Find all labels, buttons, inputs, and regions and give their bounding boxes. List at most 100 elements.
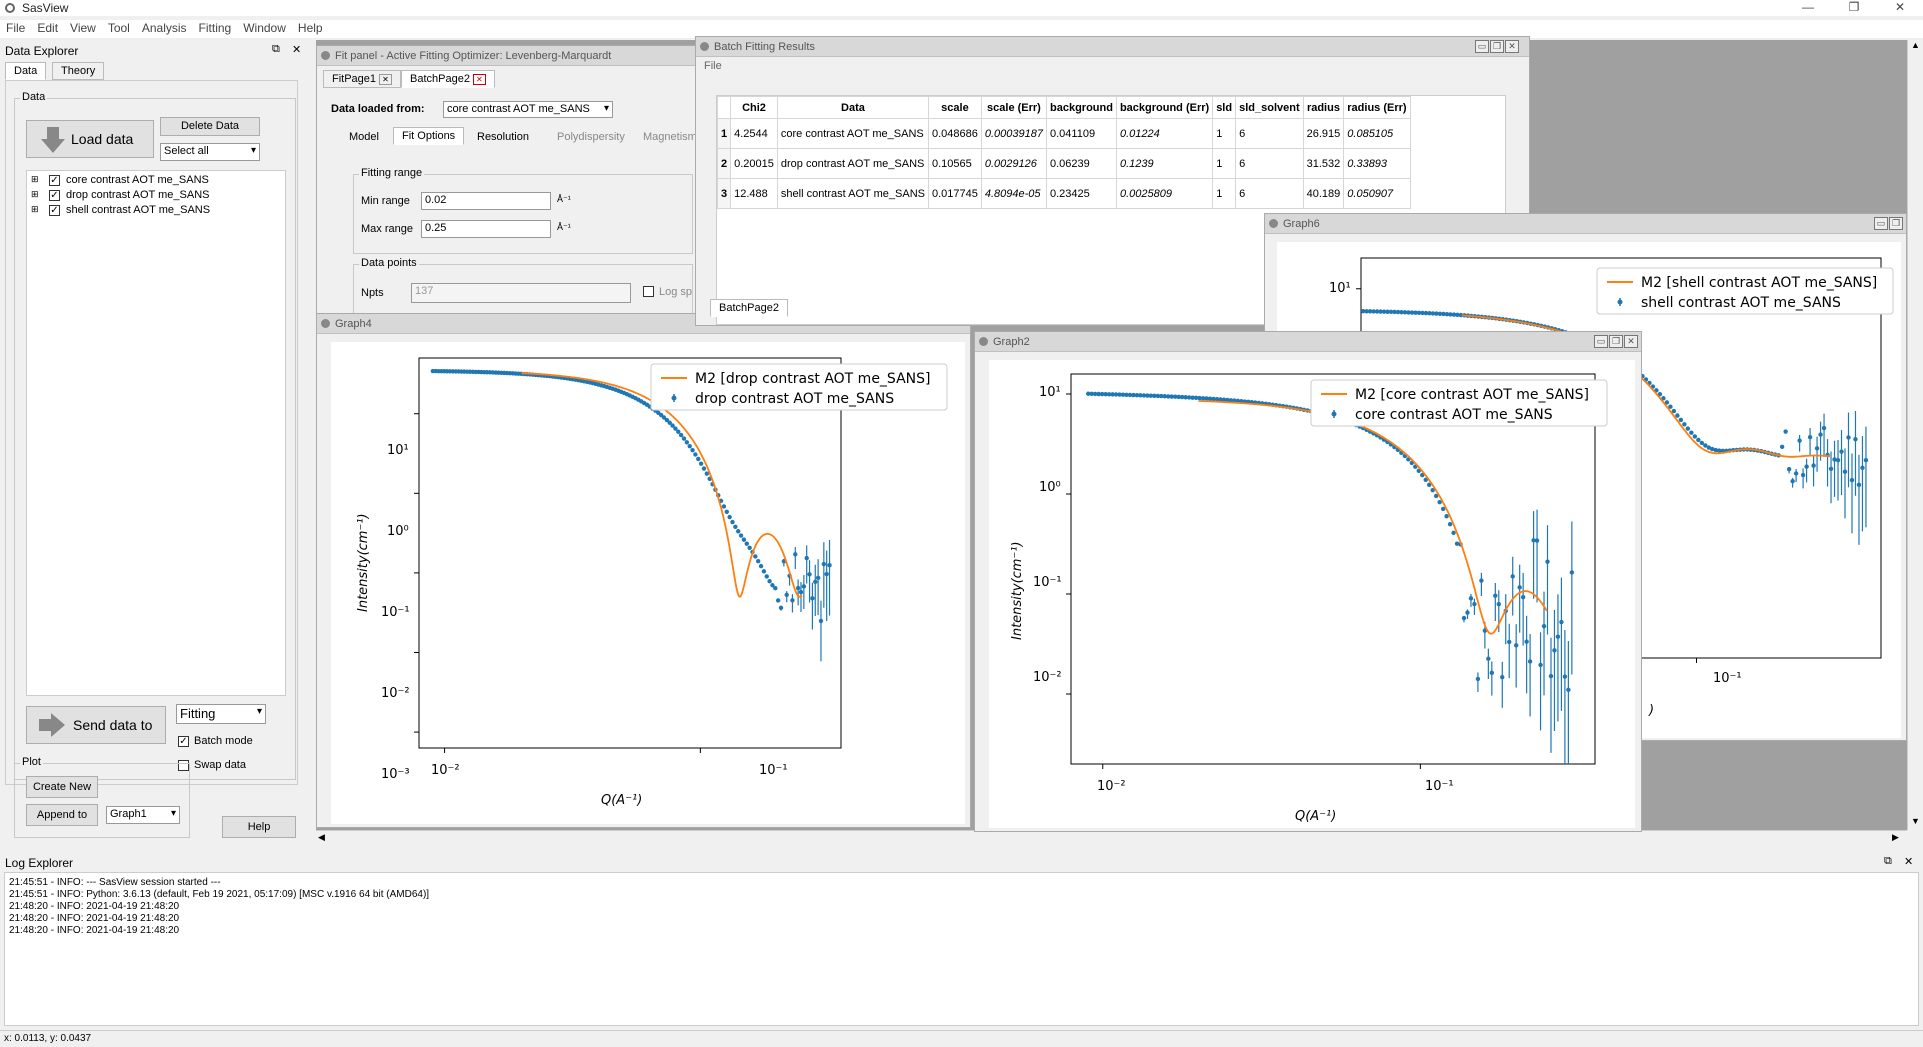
table-cell[interactable]: 0.33893 bbox=[1343, 148, 1411, 179]
menu-edit[interactable]: Edit bbox=[37, 21, 59, 35]
load-data-button[interactable]: Load data bbox=[26, 120, 154, 158]
table-row[interactable]: 1 4.2544 core contrast AOT me_SANS 0.048686… bbox=[716, 118, 1411, 149]
send-data-button[interactable]: Send data to bbox=[26, 706, 166, 744]
minimize-icon[interactable]: ▭ bbox=[1874, 217, 1888, 230]
menu-file[interactable]: File bbox=[6, 21, 26, 35]
column-header[interactable]: radius (Err) bbox=[1343, 96, 1411, 119]
column-header[interactable]: radius bbox=[1302, 96, 1345, 119]
tab-resolution[interactable]: Resolution bbox=[477, 131, 529, 143]
tab-model[interactable]: Model bbox=[349, 131, 379, 143]
close-icon[interactable]: ✕ bbox=[1904, 856, 1914, 868]
table-cell[interactable]: 0.01224 bbox=[1115, 118, 1214, 149]
close-icon[interactable]: ✕ bbox=[1505, 40, 1519, 53]
max-range-input[interactable]: 0.25 bbox=[421, 220, 551, 238]
row-number[interactable]: 1 bbox=[716, 118, 732, 149]
legend[interactable]: M2 [core contrast AOT me_SANS] core cont… bbox=[1310, 379, 1608, 427]
swap-data-checkbox[interactable] bbox=[178, 760, 189, 771]
column-header[interactable]: background bbox=[1046, 96, 1117, 119]
close-icon[interactable]: ✕ bbox=[1894, 0, 1906, 14]
tab-theory[interactable]: Theory bbox=[52, 62, 105, 80]
tab-data[interactable]: Data bbox=[5, 62, 47, 80]
tab-batchpage2[interactable]: BatchPage2 bbox=[710, 299, 788, 317]
table-row[interactable]: 3 12.488 shell contrast AOT me_SANS 0.01774… bbox=[716, 178, 1411, 209]
create-new-button[interactable]: Create New bbox=[26, 776, 98, 798]
row-number[interactable]: 2 bbox=[716, 148, 732, 179]
horizontal-scrollbar[interactable]: ◀ ▶ bbox=[316, 830, 1907, 846]
column-header[interactable]: scale (Err) bbox=[980, 96, 1048, 119]
minimize-icon[interactable]: ▭ bbox=[1475, 40, 1489, 53]
data-loaded-combo[interactable]: core contrast AOT me_SANS bbox=[443, 101, 613, 118]
tab-fitpage1[interactable]: FitPage1 ✕ bbox=[323, 70, 401, 88]
table-cell[interactable]: 4.8094e-05 bbox=[980, 178, 1048, 209]
tab-batchpage2[interactable]: BatchPage2 ✕ bbox=[401, 70, 495, 88]
log-text-area[interactable]: 21:45:51 - INFO: --- SasView session sta… bbox=[4, 872, 1919, 1026]
table-cell[interactable]: 0.0029126 bbox=[980, 148, 1048, 179]
table-cell[interactable]: 40.189 bbox=[1302, 178, 1345, 209]
vertical-scrollbar[interactable]: ▲ ▼ bbox=[1907, 40, 1923, 830]
table-cell[interactable]: 12.488 bbox=[730, 178, 778, 209]
table-cell[interactable]: 1 bbox=[1212, 118, 1237, 149]
npts-input[interactable]: 137 bbox=[411, 283, 631, 303]
expand-icon[interactable]: ⊞ bbox=[31, 174, 39, 184]
table-cell[interactable]: 0.050907 bbox=[1343, 178, 1411, 209]
append-to-button[interactable]: Append to bbox=[26, 804, 98, 826]
minimize-icon[interactable]: ▭ bbox=[1594, 335, 1608, 348]
menu-analysis[interactable]: Analysis bbox=[141, 21, 187, 35]
table-row[interactable]: 2 0.20015 drop contrast AOT me_SANS 0.10565… bbox=[716, 148, 1411, 179]
item-checkbox[interactable]: ✓ bbox=[49, 205, 60, 216]
tab-fit-options[interactable]: Fit Options bbox=[393, 127, 465, 145]
expand-icon[interactable]: ⊞ bbox=[31, 204, 39, 214]
close-icon[interactable]: ✕ bbox=[292, 44, 302, 56]
table-cell[interactable]: 6 bbox=[1235, 148, 1304, 179]
column-header[interactable]: background (Err) bbox=[1115, 96, 1214, 119]
column-header[interactable]: sld_solvent bbox=[1235, 96, 1304, 119]
table-cell[interactable]: 0.10565 bbox=[927, 148, 982, 179]
table-cell[interactable]: 0.048686 bbox=[927, 118, 982, 149]
row-number[interactable]: 3 bbox=[716, 178, 732, 209]
send-target-combo[interactable]: Fitting bbox=[176, 704, 266, 724]
float-icon[interactable]: ⧉ bbox=[272, 43, 280, 55]
min-range-input[interactable]: 0.02 bbox=[421, 192, 551, 210]
expand-icon[interactable]: ⊞ bbox=[31, 189, 39, 199]
table-cell[interactable]: 0.041109 bbox=[1046, 118, 1117, 149]
table-cell[interactable]: 0.085105 bbox=[1343, 118, 1411, 149]
restore-icon[interactable]: ❐ bbox=[1848, 0, 1860, 14]
batch-mode-checkbox[interactable]: ✓ bbox=[178, 736, 189, 747]
table-cell[interactable]: shell contrast AOT me_SANS bbox=[776, 178, 929, 209]
item-checkbox[interactable]: ✓ bbox=[49, 190, 60, 201]
table-cell[interactable]: core contrast AOT me_SANS bbox=[776, 118, 929, 149]
table-cell[interactable]: 0.0025809 bbox=[1115, 178, 1214, 209]
maximize-icon[interactable]: ❐ bbox=[1889, 217, 1903, 230]
table-cell[interactable]: 4.2544 bbox=[730, 118, 778, 149]
table-cell[interactable]: 26.915 bbox=[1302, 118, 1345, 149]
menu-tool[interactable]: Tool bbox=[107, 21, 130, 35]
menu-window[interactable]: Window bbox=[243, 21, 286, 35]
column-header[interactable] bbox=[716, 96, 732, 119]
batch-file-menu[interactable]: File bbox=[704, 60, 722, 72]
table-cell[interactable]: 0.1239 bbox=[1115, 148, 1214, 179]
table-cell[interactable]: 0.23425 bbox=[1046, 178, 1117, 209]
tab-polydispersity[interactable]: Polydispersity bbox=[557, 131, 625, 143]
table-cell[interactable]: 31.532 bbox=[1302, 148, 1345, 179]
table-cell[interactable]: 1 bbox=[1212, 148, 1237, 179]
table-cell[interactable]: 0.20015 bbox=[730, 148, 778, 179]
column-header[interactable]: scale bbox=[927, 96, 982, 119]
table-cell[interactable]: 0.00039187 bbox=[980, 118, 1048, 149]
column-header[interactable]: Chi2 bbox=[730, 96, 778, 119]
column-header[interactable]: sld bbox=[1212, 96, 1237, 119]
table-cell[interactable]: drop contrast AOT me_SANS bbox=[776, 148, 929, 179]
maximize-icon[interactable]: ❐ bbox=[1609, 335, 1623, 348]
log-spacing-checkbox[interactable] bbox=[643, 286, 654, 297]
menu-fitting[interactable]: Fitting bbox=[198, 21, 232, 35]
item-checkbox[interactable]: ✓ bbox=[49, 175, 60, 186]
graph6-chart[interactable]: 10¹ 10⁻¹ ) M2 [shell contrast AOT me_SAN… bbox=[1277, 242, 1901, 738]
column-header[interactable]: Data bbox=[776, 96, 929, 119]
menu-view[interactable]: View bbox=[70, 21, 96, 35]
delete-data-button[interactable]: Delete Data bbox=[160, 117, 260, 136]
table-cell[interactable]: 0.017745 bbox=[927, 178, 982, 209]
help-button[interactable]: Help bbox=[222, 816, 296, 838]
minimize-icon[interactable]: — bbox=[1802, 0, 1814, 14]
legend[interactable]: M2 [drop contrast AOT me_SANS] drop cont… bbox=[650, 363, 948, 411]
float-icon[interactable]: ⧉ bbox=[1884, 855, 1892, 867]
legend[interactable]: M2 [shell contrast AOT me_SANS] shell co… bbox=[1596, 267, 1894, 315]
